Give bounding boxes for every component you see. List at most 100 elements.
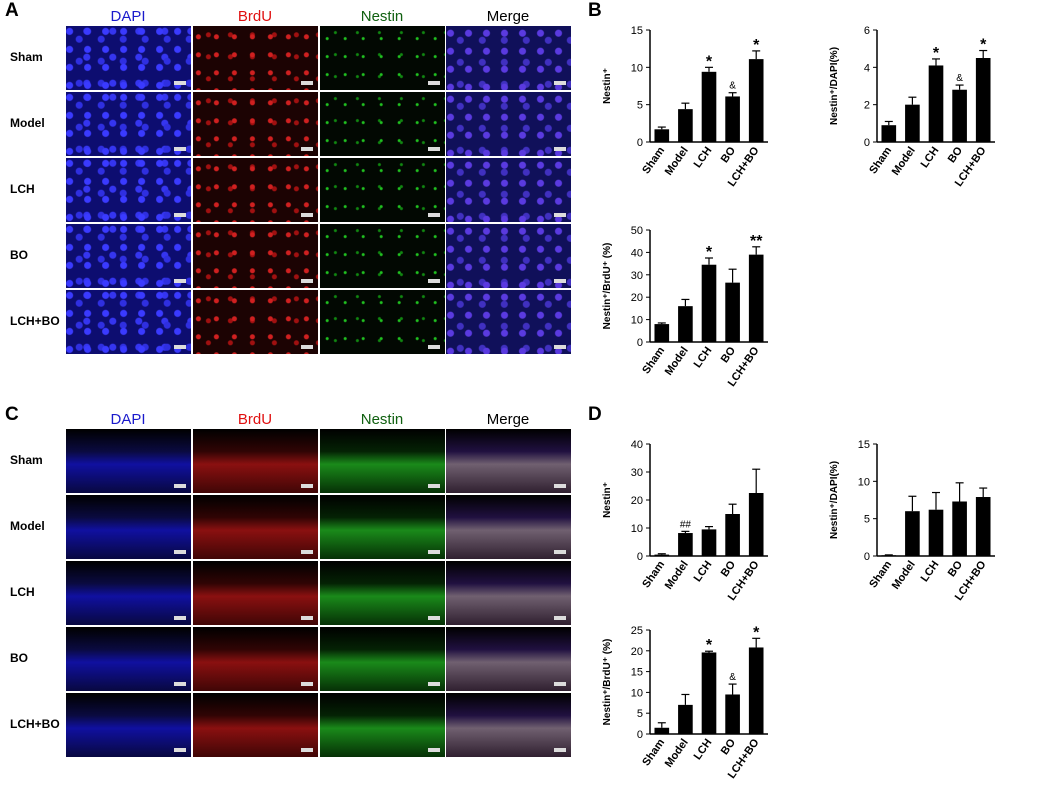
bar [725,96,740,142]
bar [654,727,670,734]
scale-bar [301,279,313,283]
bar [701,264,717,342]
x-tick-label: Model [663,559,691,592]
scale-bar [428,279,440,283]
y-tick-label: 25 [631,625,643,637]
micrograph-image [446,26,571,90]
scale-bar [174,616,186,620]
x-tick-label: LCH [692,345,715,370]
significance-mark: * [980,37,987,54]
column-header-merge: Merge [486,8,530,25]
bar [975,497,991,556]
bar [952,501,967,556]
panel-letter-d: D [588,404,602,425]
bar [678,109,693,142]
bar [678,533,693,556]
row-label: LCH [10,585,35,599]
scale-bar [301,81,313,85]
scale-bar [428,550,440,554]
row-label: BO [10,248,28,262]
x-tick-label: BO [719,344,739,365]
y-tick-label: 40 [631,439,643,451]
y-tick-label: 0 [637,137,643,149]
micrograph-image [446,627,571,691]
x-tick-label: LCH [919,145,942,170]
panel-letter-c: C [5,404,19,425]
y-tick-label: 15 [631,25,643,37]
micrograph-image [320,224,445,288]
scale-bar [301,616,313,620]
scale-bar [301,345,313,349]
scale-bar [554,279,566,283]
scale-bar [554,81,566,85]
scale-bar [554,748,566,752]
y-tick-label: 5 [864,514,870,526]
significance-mark: & [729,672,736,683]
micrograph-image [446,561,571,625]
y-tick-label: 20 [631,292,643,304]
micrograph-image [193,158,318,222]
significance-mark: ** [750,233,763,250]
scale-bar [174,213,186,217]
bar [748,59,764,143]
micrograph-image [193,429,318,493]
row-label: Model [10,116,45,130]
column-header-dapi: DAPI [110,8,146,25]
significance-mark: * [753,624,760,641]
scale-bar [428,345,440,349]
micrograph-image [320,561,445,625]
column-header-merge: Merge [486,411,530,428]
micrograph-image [66,627,191,691]
x-tick-label: BO [719,558,739,579]
bar [654,129,670,142]
scale-bar [428,484,440,488]
bar-chart-d3: Nestin⁺/BrdU⁺ (%)0510152025ShamModel*LCH… [602,624,768,781]
micrograph-image [193,92,318,156]
y-tick-label: 40 [631,247,643,259]
scale-bar [428,147,440,151]
micrograph-image [193,627,318,691]
bar [975,58,991,142]
y-tick-label: 2 [864,100,870,112]
row-label: LCH+BO [10,717,60,731]
significance-mark: * [706,53,713,70]
micrograph-image [66,158,191,222]
micrograph-image [193,561,318,625]
x-tick-label: Model [663,737,691,770]
panel-letter-a: A [5,0,19,21]
x-tick-label: Model [890,559,918,592]
bar [725,282,740,342]
y-tick-label: 20 [631,646,643,658]
micrograph-image [66,429,191,493]
scale-bar [174,484,186,488]
bar-chart-b2: Nestin⁺/DAPI(%)0246ShamModel*LCH&BO*LCH+… [829,25,995,189]
micrograph-image [320,158,445,222]
micrograph-image [320,290,445,354]
y-axis-label: Nestin⁺/BrdU⁺ (%) [602,243,613,330]
x-tick-label: Model [663,345,691,378]
scale-bar [301,550,313,554]
y-tick-label: 0 [637,337,643,349]
scale-bar [301,484,313,488]
significance-mark: & [729,81,736,92]
scale-bar [554,345,566,349]
y-tick-label: 20 [631,495,643,507]
x-tick-label: LCH [692,145,715,170]
x-tick-label: BO [719,736,739,757]
x-tick-label: Model [663,145,691,178]
scale-bar [301,213,313,217]
y-tick-label: 10 [631,687,643,699]
x-tick-label: BO [719,144,739,165]
micrograph-image [446,92,571,156]
micrograph-image [446,693,571,757]
micrograph-image [320,627,445,691]
y-tick-label: 0 [637,551,643,563]
row-label: LCH+BO [10,314,60,328]
y-tick-label: 0 [864,137,870,149]
bar [725,514,740,556]
row-label: Model [10,519,45,533]
scale-bar [174,81,186,85]
scale-bar [174,682,186,686]
scale-bar [301,748,313,752]
